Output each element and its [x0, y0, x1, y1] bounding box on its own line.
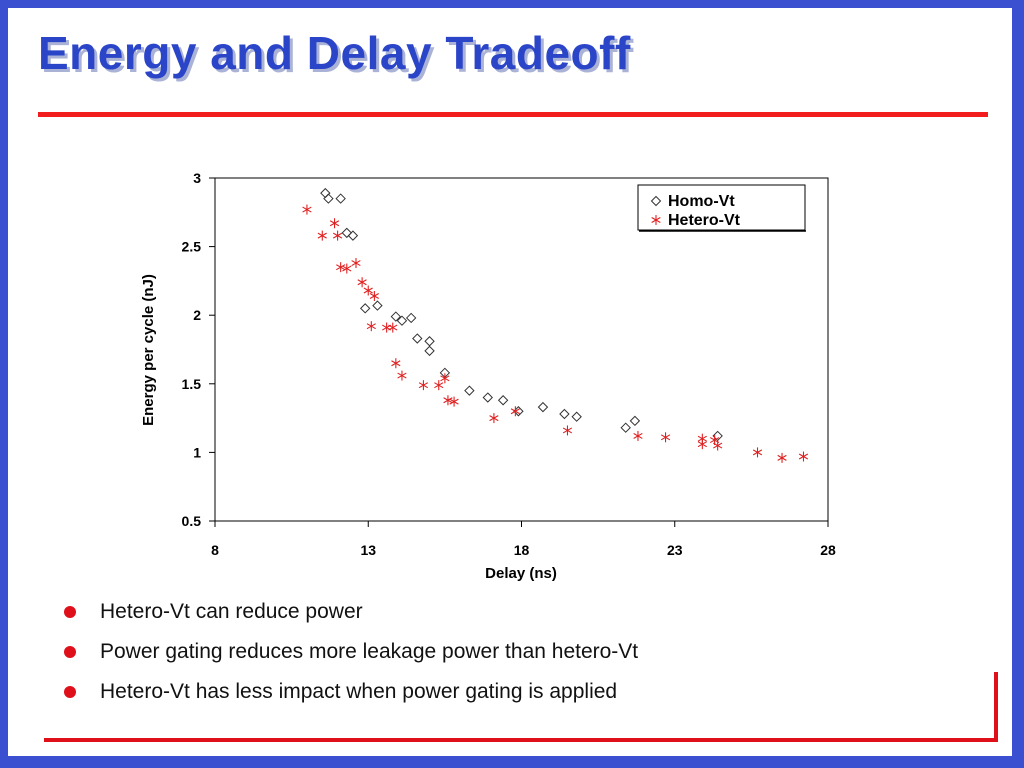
plot-area: [214, 177, 829, 522]
legend-marker-hetero-vt: [651, 215, 661, 225]
data-point-homo-vt: [424, 345, 435, 357]
slide-title: Energy and Delay Tradeoff: [38, 27, 631, 79]
data-point-homo-vt: [497, 395, 509, 406]
x-tick-label: 23: [667, 542, 683, 558]
data-point-hetero-vt: [302, 204, 312, 215]
data-point-hetero-vt: [443, 395, 453, 406]
legend-asterisk-icon: [651, 215, 661, 225]
corner-accent-vertical: [994, 672, 998, 742]
legend-label-hetero-vt: Hetero-Vt: [668, 212, 741, 229]
data-point-homo-vt: [341, 227, 353, 239]
data-point-homo-vt: [335, 193, 346, 204]
legend-marker-homo-vt: [650, 195, 662, 207]
data-point-hetero-vt: [336, 262, 346, 273]
corner-accent-horizontal: [44, 738, 998, 742]
data-point-hetero-vt: [388, 322, 398, 333]
title-underline: [38, 112, 988, 117]
data-point-hetero-vt: [697, 439, 707, 450]
data-point-hetero-vt: [440, 373, 450, 384]
bullet-dot-icon: [64, 646, 76, 658]
data-point-homo-vt: [537, 401, 549, 413]
x-tick-label: 28: [820, 542, 836, 558]
y-tick-label: 2.5: [182, 239, 202, 255]
data-point-homo-vt: [571, 411, 582, 422]
y-tick-label: 1.5: [182, 376, 202, 392]
data-point-hetero-vt: [510, 406, 520, 417]
bullet-text: Power gating reduces more leakage power …: [100, 640, 639, 663]
bullet-list: Hetero-Vt can reduce power Power gating …: [64, 600, 638, 720]
data-point-homo-vt: [464, 385, 475, 396]
bullet-item: Hetero-Vt can reduce power: [64, 600, 638, 640]
data-point-hetero-vt: [752, 447, 763, 458]
data-point-hetero-vt: [489, 413, 499, 424]
bullet-item: Power gating reduces more leakage power …: [64, 640, 638, 680]
data-point-homo-vt: [396, 315, 408, 326]
y-tick-label: 1: [193, 444, 201, 460]
bullet-dot-icon: [64, 606, 76, 618]
bullet-text: Hetero-Vt can reduce power: [100, 600, 363, 623]
x-axis: 8 13 18 23 28: [211, 521, 836, 558]
data-point-homo-vt: [372, 300, 383, 311]
data-point-hetero-vt: [660, 432, 671, 443]
data-point-hetero-vt: [342, 263, 352, 274]
data-point-hetero-vt: [633, 430, 643, 441]
x-tick-label: 8: [211, 542, 219, 558]
data-point-hetero-vt: [397, 370, 407, 381]
data-point-hetero-vt: [434, 380, 444, 391]
data-point-hetero-vt: [798, 451, 809, 462]
y-tick-label: 3: [193, 170, 201, 186]
legend-diamond-icon: [650, 195, 662, 207]
data-point-homo-vt: [359, 303, 371, 314]
data-point-hetero-vt: [391, 358, 401, 369]
data-point-homo-vt: [629, 415, 641, 427]
bullet-item: Hetero-Vt has less impact when power gat…: [64, 680, 638, 720]
data-point-homo-vt: [482, 392, 493, 403]
data-point-homo-vt: [559, 408, 570, 420]
data-point-hetero-vt: [351, 258, 361, 269]
chart-legend: Homo-Vt Hetero-Vt: [637, 184, 806, 232]
x-tick-label: 13: [360, 542, 376, 558]
x-tick-label: 18: [514, 542, 530, 558]
data-point-homo-vt: [620, 422, 631, 433]
data-point-homo-vt: [347, 230, 359, 241]
data-point-hetero-vt: [777, 452, 787, 463]
data-point-hetero-vt: [369, 290, 380, 301]
bullet-dot-icon: [64, 686, 76, 698]
data-point-hetero-vt: [317, 230, 327, 241]
data-point-homo-vt: [712, 430, 723, 442]
data-point-hetero-vt: [357, 277, 367, 288]
energy-delay-chart: 0.5 1 1.5 2 2.5 3 8 13 18 23 28 Delay (ns) Energy…: [140, 170, 836, 582]
y-axis-label: Energy per cycle (nJ): [140, 274, 157, 426]
data-point-homo-vt: [323, 193, 334, 204]
data-point-hetero-vt: [363, 285, 373, 296]
data-point-hetero-vt: [562, 425, 573, 436]
data-point-homo-vt: [412, 333, 423, 344]
y-tick-label: 2: [193, 307, 201, 323]
data-point-homo-vt: [390, 311, 402, 322]
data-point-hetero-vt: [713, 440, 723, 451]
data-point-hetero-vt: [332, 230, 343, 241]
bullet-text: Hetero-Vt has less impact when power gat…: [100, 680, 618, 703]
data-point-hetero-vt: [449, 396, 459, 407]
slide: Energy and Delay Tradeoff 0.5 1 1.5 2 2.5 3 8…: [8, 8, 1012, 756]
legend-box: [637, 184, 806, 231]
x-axis-label: Delay (ns): [485, 565, 557, 582]
y-axis: 0.5 1 1.5 2 2.5 3: [182, 170, 215, 529]
data-point-hetero-vt: [418, 380, 429, 391]
legend-label-homo-vt: Homo-Vt: [668, 193, 735, 210]
data-point-hetero-vt: [366, 321, 376, 332]
y-tick-label: 0.5: [182, 513, 202, 529]
series-layer: [302, 187, 809, 463]
data-point-homo-vt: [405, 312, 417, 324]
data-point-hetero-vt: [329, 218, 340, 229]
